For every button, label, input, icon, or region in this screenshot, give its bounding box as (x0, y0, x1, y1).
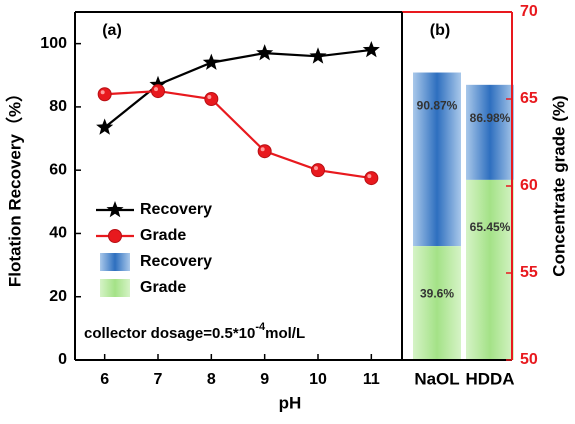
point-grade-6 (97, 87, 112, 102)
bar-grade-NaOL (413, 246, 461, 360)
x-tick-label-HDDA: HDDA (465, 369, 514, 388)
panel-label-b: (b) (430, 22, 450, 39)
point-grade-10 (311, 163, 325, 178)
annotation-exponent: -4 (255, 321, 266, 333)
point-grade-11 (364, 171, 379, 186)
legend-marker-recovery (106, 201, 124, 218)
legend-swatch-recovery (100, 253, 130, 271)
legend-marker-grade (108, 229, 122, 243)
point-recovery-10 (309, 47, 327, 64)
legend-swatch-grade (100, 279, 130, 297)
x-tick-label-7: 7 (154, 371, 163, 388)
y-axis-label-right: Concentrate grade (%) (549, 95, 568, 276)
bar-label-grade-HDDA: 65.45% (470, 220, 511, 234)
point-recovery-7 (149, 75, 167, 93)
x-tick-label-10: 10 (309, 371, 327, 388)
annotation-main: collector dosage=0.5*10 (84, 325, 255, 342)
x-axis-label: pH (279, 393, 302, 412)
y-right-tick-label-60: 60 (520, 177, 538, 194)
y-axis-label: Flotation Recovery（%） (4, 85, 24, 287)
series-line-grade (104, 89, 372, 180)
y-tick-label-100: 100 (40, 35, 67, 52)
point-grade-highlight-9 (260, 147, 265, 152)
point-grade-highlight-7 (154, 87, 158, 92)
legend-label-1: Grade (140, 227, 186, 244)
point-grade-highlight-11 (367, 174, 372, 179)
y-tick-label-20: 20 (49, 288, 67, 305)
point-grade-highlight-10 (314, 166, 318, 171)
y-tick-label-80: 80 (49, 98, 67, 115)
x-tick-label-NaOL: NaOL (414, 369, 459, 388)
bar-recovery-HDDA (466, 84, 514, 180)
x-tick-label-11: 11 (363, 371, 380, 388)
point-grade-highlight-8 (207, 95, 212, 99)
bar-grade-HDDA (466, 179, 514, 360)
y-right-tick-label-50: 50 (520, 351, 538, 368)
annotation-collector-dosage: collector dosage=0.5*10-4mol/L (84, 321, 305, 342)
legend-label-0: Recovery (140, 201, 212, 218)
y-right-tick-label-65: 65 (520, 90, 538, 107)
legend-label-2: Recovery (140, 253, 212, 270)
point-grade-8 (204, 92, 219, 106)
point-grade-7 (151, 84, 165, 99)
point-recovery-8 (202, 53, 220, 70)
bar-label-recovery-HDDA: 86.98% (470, 111, 511, 125)
point-grade-highlight-6 (100, 90, 105, 95)
y-tick-label-40: 40 (49, 225, 67, 242)
y-tick-label-0: 0 (58, 351, 67, 368)
bar-label-grade-NaOL: 39.6% (420, 286, 454, 300)
panel-label-a: (a) (102, 22, 122, 39)
point-recovery-9 (256, 44, 274, 61)
x-tick-label-6: 6 (100, 371, 109, 388)
bar-label-recovery-NaOL: 90.87% (417, 99, 458, 113)
annotation-unit: mol/L (265, 325, 305, 342)
series-line-recovery (103, 48, 372, 129)
point-recovery-6 (96, 118, 114, 135)
point-recovery-11 (362, 40, 380, 58)
x-tick-label-8: 8 (207, 371, 216, 388)
bar-recovery-NaOL (413, 72, 461, 247)
y-right-tick-label-70: 70 (520, 3, 538, 20)
y-tick-label-60: 60 (49, 161, 67, 178)
point-grade-9 (257, 144, 272, 159)
legend-label-3: Grade (140, 279, 186, 296)
x-tick-label-9: 9 (260, 371, 269, 388)
y-right-tick-label-55: 55 (520, 264, 538, 281)
